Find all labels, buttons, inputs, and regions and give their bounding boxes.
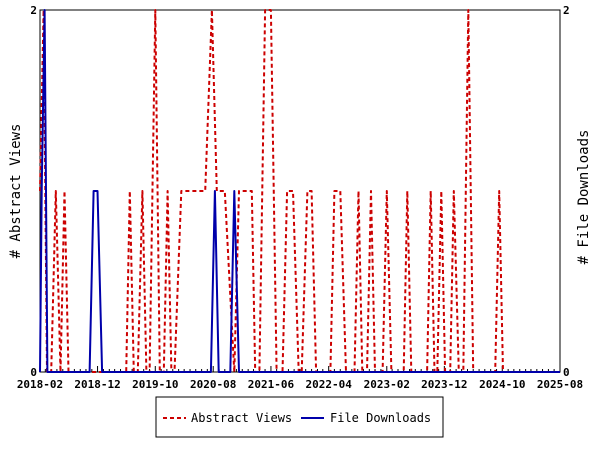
legend: Abstract Views File Downloads <box>155 396 444 438</box>
x-tick-label: 2024-10 <box>479 378 525 391</box>
y-tick-label-left: 2 <box>30 4 37 17</box>
x-tick-label: 2023-02 <box>364 378 410 391</box>
x-tick-label: 2020-08 <box>190 378 236 391</box>
x-tick-label: 2025-08 <box>537 378 583 391</box>
x-tick-label: 2022-04 <box>305 378 352 391</box>
x-tick-label: 2018-12 <box>74 378 120 391</box>
x-axis-ticks: 2018-02 2018-12 2019-10 2020-08 2021-06 2022-… <box>17 366 583 391</box>
legend-label-file-downloads: File Downloads <box>330 411 431 425</box>
x-tick-label: 2019-10 <box>132 378 178 391</box>
x-tick-label: 2021-06 <box>248 378 295 391</box>
x-tick-label: 2023-12 <box>421 378 467 391</box>
x-tick-label: 2018-02 <box>17 378 63 391</box>
plot-frame <box>39 9 561 373</box>
y-tick-label-right: 2 <box>563 4 570 17</box>
y-axis-title-right: # File Downloads <box>576 130 592 265</box>
legend-box <box>155 396 444 438</box>
series-line-abstract-views <box>39 9 560 373</box>
legend-label-abstract-views: Abstract Views <box>191 411 292 425</box>
y-axis-title-left: # Abstract Views <box>8 124 24 259</box>
y-tick-label-left: 0 <box>30 366 37 379</box>
series-line-file-downloads <box>39 9 560 373</box>
series-layer <box>39 9 560 373</box>
plot-area <box>39 9 561 373</box>
y-tick-label-right: 0 <box>563 366 570 379</box>
